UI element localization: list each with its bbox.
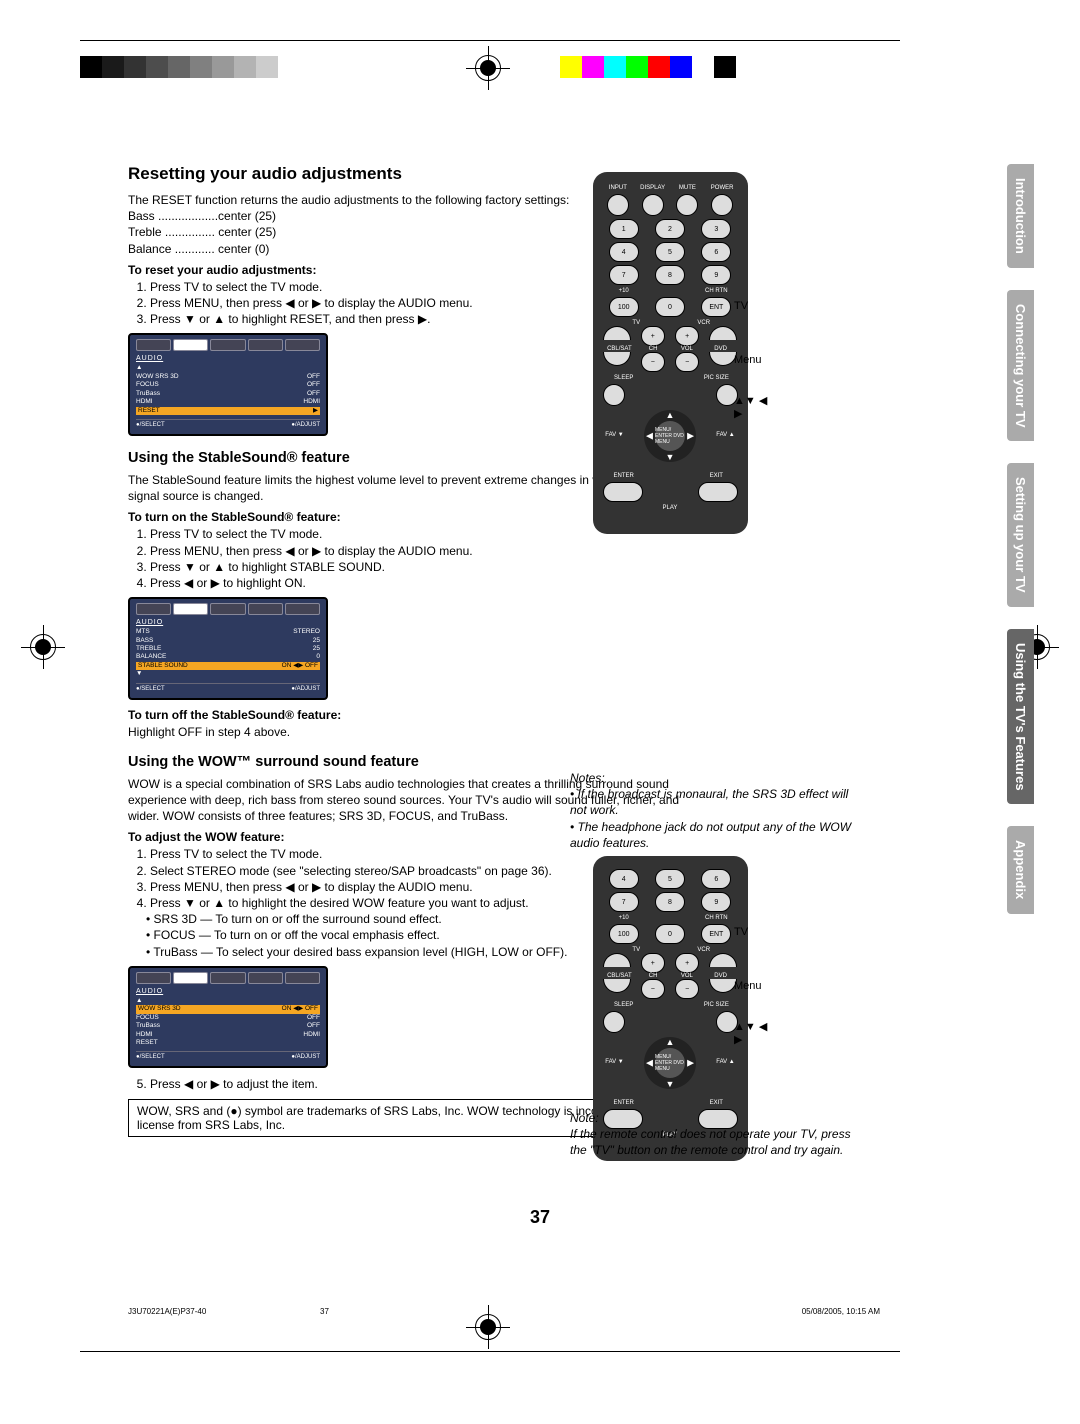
note2-text: If the remote control does not operate y… [570, 1126, 860, 1158]
side-tab: Setting up your TV [1007, 463, 1034, 607]
remote-illustration-top: INPUTDISPLAYMUTEPOWER123456789+10CH RTN1… [593, 172, 748, 534]
note-1-text: If the broadcast is monaural, the SRS 3D… [570, 787, 848, 817]
reg-mark-left [30, 634, 56, 660]
grayscale-bar [80, 56, 300, 78]
footer-page: 37 [320, 1307, 329, 1316]
footer-timestamp: 05/08/2005, 10:15 AM [802, 1307, 880, 1316]
callout-tv-2: TV [734, 926, 748, 938]
callout-arrows: ▲▼ ◀ ▶ [734, 394, 770, 420]
note-2: • The headphone jack do not output any o… [570, 819, 860, 851]
osd-menu-reset: AUDIO▲WOW SRS 3DOFFFOCUSOFFTruBassOFFHDM… [128, 333, 328, 436]
stable-off-text: Highlight OFF in step 4 above. [128, 724, 708, 740]
notes-heading: Notes: [570, 770, 860, 786]
note-1: • If the broadcast is monaural, the SRS … [570, 786, 860, 818]
note-2-text: The headphone jack do not output any of … [570, 820, 851, 850]
note-bottom-block: Note: If the remote control does not ope… [570, 1110, 860, 1159]
right-column: INPUTDISPLAYMUTEPOWER123456789+10CH RTN1… [570, 172, 770, 534]
side-nav-tabs: Introduction Connecting your TV Setting up… [1007, 164, 1034, 914]
callout-menu: Menu [734, 354, 762, 366]
heading-wow: Using the WOW™ surround sound feature [128, 754, 708, 770]
callout-arrows-2: ▲▼ ◀ ▶ [734, 1020, 770, 1046]
side-tab: Using the TV's Features [1007, 629, 1034, 805]
notes-block: Notes: • If the broadcast is monaural, t… [570, 770, 860, 851]
step-item: Press MENU, then press ◀ or ▶ to display… [150, 543, 708, 559]
callout-tv: TV [734, 300, 748, 312]
stable-off-heading: To turn off the StableSound® feature: [128, 708, 708, 722]
note2-heading: Note: [570, 1110, 860, 1126]
reg-mark-top [475, 55, 501, 81]
remote-top-wrap: INPUTDISPLAYMUTEPOWER123456789+10CH RTN1… [570, 172, 770, 534]
page-number: 37 [530, 1207, 550, 1228]
footer-filename: J3U70221A(E)P37-40 [128, 1307, 206, 1316]
osd-menu-wow: AUDIO▲WOW SRS 3DON ◀▶ OFFFOCUSOFFTruBass… [128, 966, 328, 1069]
color-bar [560, 56, 736, 78]
step-item: Press ▼ or ▲ to highlight STABLE SOUND. [150, 559, 708, 575]
callout-menu-2: Menu [734, 980, 762, 992]
crop-line [80, 40, 900, 41]
stable-steps: Press TV to select the TV mode.Press MEN… [128, 526, 708, 591]
side-tab: Connecting your TV [1007, 290, 1034, 442]
side-tab: Appendix [1007, 826, 1034, 913]
step-item: Press ◀ or ▶ to highlight ON. [150, 575, 708, 591]
osd-menu-stable: AUDIOMTSSTEREOBASS25TREBLE25BALANCE0STAB… [128, 597, 328, 700]
crop-line [80, 1351, 900, 1352]
reg-mark-bottom [475, 1314, 501, 1340]
side-tab: Introduction [1007, 164, 1034, 268]
